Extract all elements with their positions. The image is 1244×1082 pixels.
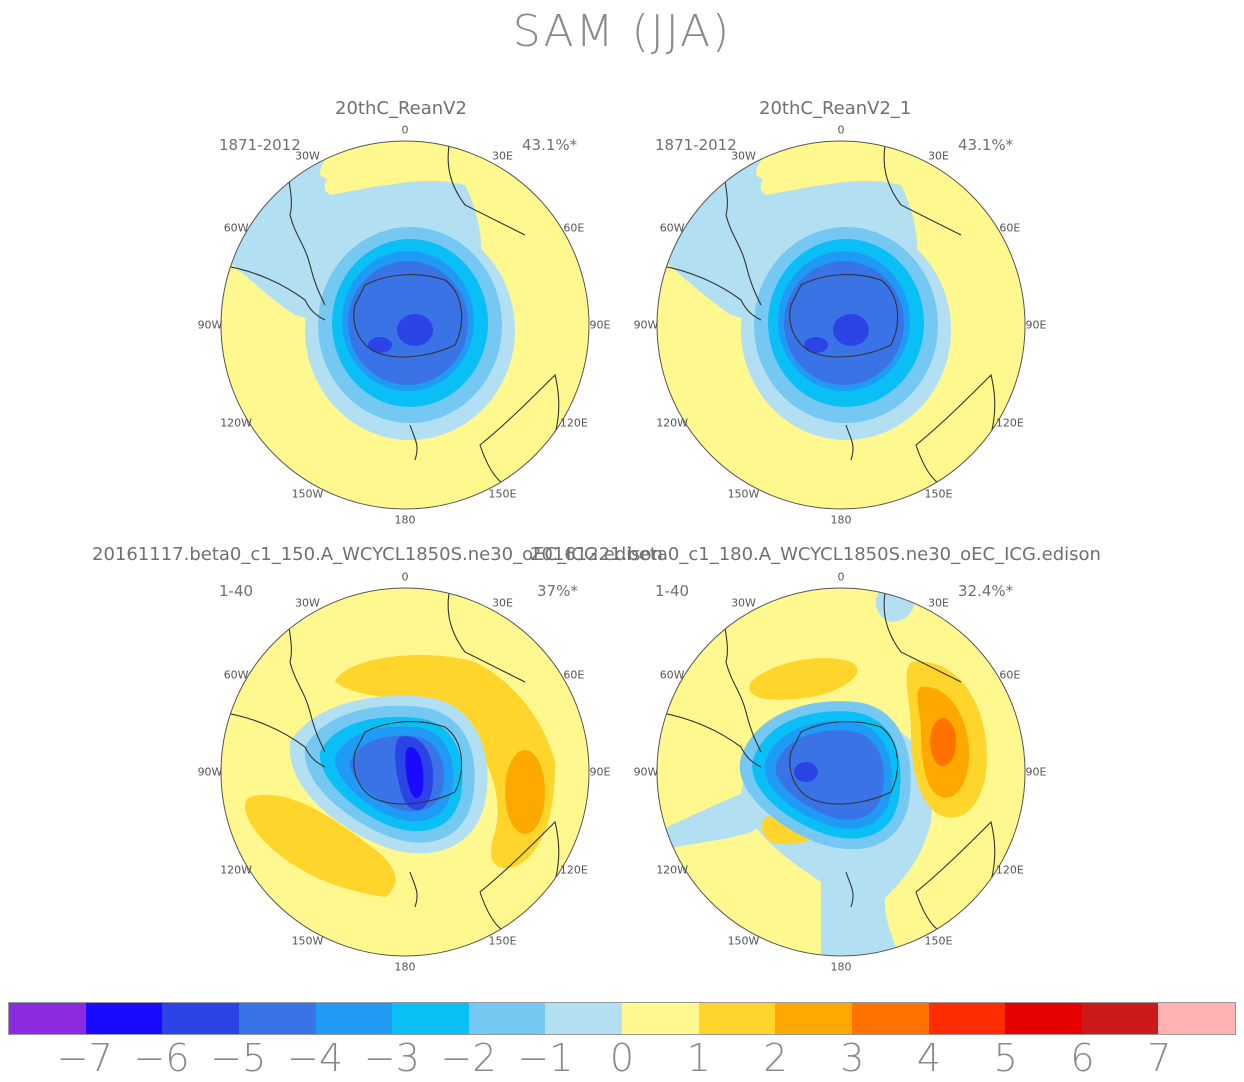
lon-label: 120W — [656, 863, 689, 876]
lon-label: 60E — [563, 221, 585, 234]
polar-map-4 — [656, 587, 1026, 957]
colorbar-tick-label: 7 — [1147, 1036, 1172, 1080]
panel-years-2: 1871-2012 — [655, 136, 737, 154]
lon-label: 90E — [589, 318, 611, 332]
colorbar-swatch — [775, 1003, 852, 1034]
colorbar-swatch — [238, 1003, 316, 1034]
lon-label: 180 — [830, 513, 852, 527]
lon-label: 150E — [488, 487, 517, 501]
lon-label: 0 — [837, 123, 845, 137]
colorbar-swatch — [1005, 1003, 1082, 1034]
lon-label: 0 — [401, 570, 409, 584]
lon-label: 30E — [492, 596, 513, 610]
lon-label: 60W — [223, 668, 249, 681]
colorbar-tick-label: 1 — [686, 1036, 711, 1080]
lon-label: 120W — [220, 863, 253, 876]
colorbar-swatch — [622, 1003, 699, 1034]
lon-label: 120E — [559, 863, 588, 876]
colorbar-swatch — [1081, 1003, 1159, 1034]
colorbar-tick-label: 2 — [763, 1036, 788, 1080]
lon-label: 180 — [394, 513, 416, 527]
lon-label: 150E — [488, 934, 517, 948]
lon-label: 150W — [291, 934, 324, 948]
colorbar-tick-label: 3 — [840, 1036, 865, 1080]
lon-label: 120E — [559, 416, 588, 429]
lon-label: 30E — [928, 149, 949, 163]
lon-label: 90E — [1025, 765, 1047, 779]
lon-label: 60E — [999, 221, 1021, 234]
lon-label: 150E — [924, 934, 953, 948]
colorbar-swatch — [392, 1003, 469, 1034]
lon-label: 60W — [659, 668, 685, 681]
lon-label: 90W — [633, 765, 659, 779]
lon-label: 150W — [727, 934, 760, 948]
lon-label: 30W — [295, 596, 320, 610]
lon-label: 0 — [837, 570, 845, 584]
lon-label: 30W — [731, 149, 756, 163]
panel-title-2: 20thC_ReanV2_1 — [759, 98, 912, 119]
colorbar — [8, 1002, 1236, 1035]
lon-label: 30E — [492, 149, 513, 163]
colorbar-tick-label: −1 — [517, 1036, 574, 1080]
lon-label: 60E — [563, 668, 585, 681]
lon-label: 180 — [394, 960, 416, 974]
panel-title-1: 20thC_ReanV2 — [335, 98, 467, 119]
colorbar-tick-label: −6 — [133, 1036, 190, 1080]
lon-label: 30E — [928, 596, 949, 610]
lon-label: 150E — [924, 487, 953, 501]
panel-title-3: 20161117.beta0_c1_150.A_WCYCL1850S.ne30_… — [92, 544, 663, 565]
main-title: SAM (JJA) — [512, 6, 732, 57]
panel-pct-4: 32.4%* — [958, 582, 1014, 600]
lon-label: 30W — [295, 149, 320, 163]
colorbar-labels: −7 −6 −5 −4 −3 −2 −1 0 1 2 3 4 5 6 7 — [0, 1036, 1244, 1080]
lon-label: 120E — [995, 863, 1024, 876]
colorbar-swatch — [162, 1003, 239, 1034]
colorbar-tick-label: −7 — [56, 1036, 113, 1080]
colorbar-tick-label: −4 — [286, 1036, 344, 1080]
colorbar-swatch — [545, 1003, 622, 1034]
panel-pct-2: 43.1%* — [958, 136, 1014, 154]
colorbar-swatch — [928, 1003, 1006, 1034]
colorbar-swatch — [1158, 1003, 1235, 1034]
lon-label: 180 — [830, 960, 852, 974]
lon-label: 120W — [220, 416, 253, 429]
lon-label: 90E — [589, 765, 611, 779]
colorbar-tick-label: 6 — [1070, 1036, 1095, 1080]
panel-years-3: 1-40 — [219, 582, 254, 600]
colorbar-swatch — [9, 1003, 86, 1034]
colorbar-swatch — [315, 1003, 393, 1034]
panel-title-4: 20161221.beta0_c1_180.A_WCYCL1850S.ne30_… — [530, 544, 1101, 565]
lon-label: 60W — [223, 221, 249, 234]
colorbar-swatch — [851, 1003, 929, 1034]
panel-pct-1: 43.1%* — [522, 136, 578, 154]
lon-label: 90W — [197, 765, 223, 779]
lon-label: 90W — [633, 318, 659, 332]
colorbar-tick-label: 5 — [993, 1036, 1018, 1080]
polar-map-1 — [220, 140, 590, 510]
lon-label: 0 — [401, 123, 409, 137]
panel-pct-3: 37%* — [537, 582, 578, 600]
colorbar-tick-label: −3 — [363, 1036, 420, 1080]
colorbar-swatch — [85, 1003, 163, 1034]
panel-years-1: 1871-2012 — [219, 136, 301, 154]
lon-label: 120E — [995, 416, 1024, 429]
lon-label: 150W — [727, 487, 760, 501]
colorbar-tick-label: −2 — [440, 1036, 497, 1080]
panel-years-4: 1-40 — [655, 582, 690, 600]
lon-label: 90E — [1025, 318, 1047, 332]
colorbar-tick-label: 4 — [916, 1036, 942, 1080]
lon-label: 90W — [197, 318, 223, 332]
lon-label: 150W — [291, 487, 324, 501]
lon-label: 30W — [731, 596, 756, 610]
colorbar-tick-label: 0 — [609, 1036, 635, 1080]
lon-label: 60W — [659, 221, 685, 234]
polar-map-2 — [656, 140, 1026, 510]
colorbar-swatch — [468, 1003, 546, 1034]
colorbar-tick-label: −5 — [210, 1036, 267, 1080]
colorbar-swatch — [698, 1003, 776, 1034]
lon-label: 120W — [656, 416, 689, 429]
lon-label: 60E — [999, 668, 1021, 681]
polar-map-3 — [220, 587, 590, 957]
